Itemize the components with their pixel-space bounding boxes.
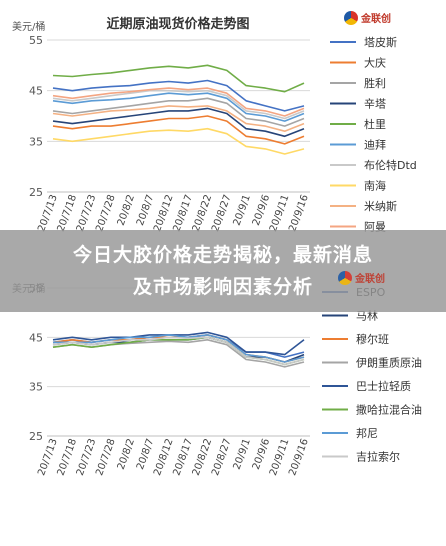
x-tick-label: 20/8/7 xyxy=(135,437,156,471)
logo-text: 金联创 xyxy=(355,274,385,285)
x-tick-label: 20/9/6 xyxy=(251,193,272,227)
x-tick-label: 20/8/27 xyxy=(210,437,234,477)
legend-label: 迪拜 xyxy=(364,139,386,152)
series-line-胜利 xyxy=(52,97,305,127)
chart-title: 近期原油现货价格走势图 xyxy=(106,16,249,32)
legend-label: 巴士拉轻质 xyxy=(356,379,411,393)
x-tick-label: 20/7/28 xyxy=(94,437,118,477)
legend-label: 马林 xyxy=(356,309,378,323)
legend-label: 大庆 xyxy=(364,56,386,70)
x-tick-label: 20/8/2 xyxy=(116,437,137,471)
x-tick-label: 20/9/1 xyxy=(232,437,253,471)
series-line-塔皮斯 xyxy=(52,79,305,112)
legend-label: 杜里 xyxy=(364,117,386,131)
legend-label: 辛塔 xyxy=(364,97,386,111)
y-tick-label: 25 xyxy=(29,430,43,443)
x-tick-label: 20/8/2 xyxy=(116,193,137,227)
x-tick-label: 20/9/6 xyxy=(251,437,272,471)
legend-label: 布伦特Dtd xyxy=(364,158,417,172)
series-line-迪拜 xyxy=(52,92,305,122)
series-line-杜里 xyxy=(52,64,305,93)
y-tick-label: 45 xyxy=(29,331,43,344)
legend-label: 吉拉索尔 xyxy=(356,450,400,464)
legend-label: 南海 xyxy=(364,179,386,193)
y-tick-label: 35 xyxy=(29,135,43,148)
series-line-邦尼 xyxy=(53,334,305,363)
headline-line-2: 及市场影响因素分析 xyxy=(132,276,313,298)
y-tick-label: 35 xyxy=(29,381,43,394)
x-tick-label: 20/9/16 xyxy=(287,437,311,477)
x-tick-label: 20/7/28 xyxy=(94,193,118,233)
series-line-巴士拉轻质 xyxy=(52,331,305,356)
logo-mark-icon xyxy=(344,11,358,25)
y-axis-label: 美元/桶 xyxy=(12,20,45,33)
series-line-米纳斯 xyxy=(52,105,305,132)
x-tick-label: 20/8/27 xyxy=(210,193,234,233)
headline-banner: 今日大胶价格走势揭秘，最新消息 及市场影响因素分析 xyxy=(0,230,446,312)
legend-label: 穆尔班 xyxy=(356,332,389,346)
brand-logo-bottom: 金联创 xyxy=(338,270,418,286)
y-tick-label: 25 xyxy=(29,186,43,199)
legend-label: 邦尼 xyxy=(356,427,378,440)
series-line-布伦特Dtd xyxy=(52,89,305,120)
legend-label: 伊朗重质原油 xyxy=(356,356,422,370)
chart-1: 近期原油现货价格走势图美元/桶2535455520/7/1320/7/1820/… xyxy=(12,16,417,234)
series-line-吉拉索尔 xyxy=(52,336,305,366)
x-tick-label: 20/9/1 xyxy=(232,193,253,227)
series-line-大庆 xyxy=(52,115,305,145)
y-tick-label: 45 xyxy=(29,85,43,98)
series-line-辛塔 xyxy=(52,107,305,138)
logo-text: 金联创 xyxy=(361,14,391,25)
series-line-阿曼 xyxy=(52,87,305,117)
headline-line-1: 今日大胶价格走势揭秘，最新消息 xyxy=(72,244,373,266)
legend-label: 胜利 xyxy=(364,76,386,90)
x-tick-label: 20/9/16 xyxy=(287,193,311,233)
series-line-南海 xyxy=(52,127,305,155)
brand-logo-top: 金联创 xyxy=(344,10,414,26)
x-tick-label: 20/8/7 xyxy=(135,193,156,227)
logo-mark-icon xyxy=(338,271,352,285)
y-tick-label: 55 xyxy=(29,34,43,47)
legend-label: 塔皮斯 xyxy=(364,36,397,49)
legend-label: 米纳斯 xyxy=(364,200,397,213)
legend-label: 撒哈拉混合油 xyxy=(356,403,422,417)
